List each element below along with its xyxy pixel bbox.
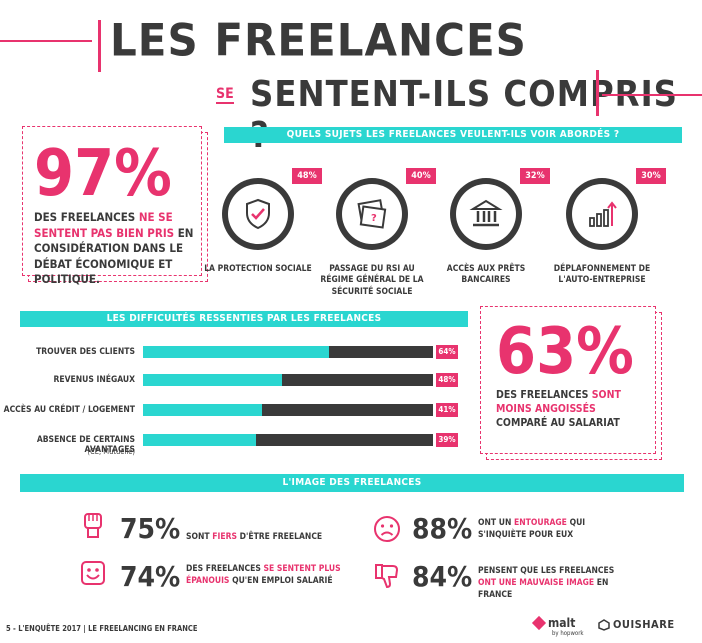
happy-face-icon <box>81 561 105 585</box>
documents-icon: ? <box>342 184 402 244</box>
bar-label-4: ABSENCE DE CERTAINS AVANTAGES <box>36 435 135 455</box>
svg-text:?: ? <box>371 213 377 224</box>
page-title-se: SE <box>216 86 234 104</box>
stat-97-text: DES FREELANCES NE SE SENTENT PAS BIEN PR… <box>34 210 194 287</box>
bank-icon <box>456 184 516 244</box>
bar-label-1: TROUVER DES CLIENTS <box>36 347 135 357</box>
stat-97-value: 97% <box>34 137 172 211</box>
topic-circle-4 <box>566 178 638 250</box>
topic-label-3: ACCÈS AUX PRÊTS BANCAIRES <box>446 264 526 286</box>
bar-label-3: ACCÈS AU CRÉDIT / LOGEMENT <box>3 405 135 415</box>
fist-icon <box>84 513 102 538</box>
topic-label-1: LA PROTECTION SOCIALE <box>204 264 312 274</box>
topics-banner: QUELS SUJETS LES FREELANCES VEULENT-ILS … <box>224 127 682 143</box>
topic-pct-badge-2: 40% <box>406 168 436 184</box>
image-item-3-text: ONT UN ENTOURAGE QUI S'INQUIÈTE POUR EUX <box>478 518 586 540</box>
topic-label-2: PASSAGE DU RSI AU RÉGIME GÉNÉRAL DE LA S… <box>320 264 424 297</box>
image-item-1-text: SONT FIERS D'ÊTRE FREELANCE <box>186 532 323 542</box>
ouishare-logo: OUISHARE <box>598 618 675 631</box>
difficulties-banner: LES DIFFICULTÉS RESSENTIES PAR LES FREEL… <box>20 311 468 327</box>
bar-track-2 <box>143 374 433 386</box>
bar-fill-3 <box>143 404 262 416</box>
image-item-2-text: DES FREELANCES SE SENTENT PLUS ÉPANOUIS … <box>186 564 341 586</box>
worried-face-icon <box>374 516 400 542</box>
stat-63-value: 63% <box>496 315 634 389</box>
page-title-line2: SENTENT-ILS COMPRIS ? <box>250 74 678 156</box>
topic-label-4: DÉPLAFONNEMENT DE L'AUTO-ENTREPRISE <box>553 264 651 286</box>
growth-chart-icon <box>572 184 632 244</box>
bar-value-3: 41% <box>436 403 458 417</box>
ouishare-logo-text: OUISHARE <box>613 618 675 631</box>
bar-value-1: 64% <box>436 345 458 359</box>
footer-text: 5 - L'ENQUÊTE 2017 | LE FREELANCING EN F… <box>6 624 198 633</box>
image-item-1-pct: 75% <box>120 512 181 545</box>
stat-63-box-front <box>480 306 656 454</box>
stat-97-box-shadow <box>22 126 202 276</box>
malt-logo-mark-icon <box>531 615 547 631</box>
bar-fill-1 <box>143 346 329 358</box>
bar-track-1 <box>143 346 433 358</box>
title-rule-right <box>602 94 702 96</box>
malt-logo-text: malt <box>548 616 576 630</box>
bar-sublabel-4: (CE, Mutuelle) <box>87 447 135 456</box>
topic-pct-badge-3: 32% <box>520 168 550 184</box>
image-item-3-pct: 88% <box>412 512 473 545</box>
title-bracket-right <box>596 70 599 116</box>
ouishare-logo-mark-icon <box>598 618 610 631</box>
topic-circle-3 <box>450 178 522 250</box>
malt-logo-sub: by hopwork <box>552 630 584 637</box>
title-bracket <box>98 20 101 72</box>
image-banner: L'IMAGE DES FREELANCES <box>20 474 684 492</box>
topic-circle-2: ? <box>336 178 408 250</box>
bar-fill-2 <box>143 374 283 386</box>
bar-value-2: 48% <box>436 373 458 387</box>
image-item-4-pct: 84% <box>412 560 473 593</box>
topic-pct-badge-1: 48% <box>292 168 322 184</box>
malt-logo: malt <box>531 615 576 631</box>
image-item-2-pct: 74% <box>120 560 181 593</box>
image-item-4-text: PENSENT QUE LES FREELANCES ONT UNE MAUVA… <box>478 566 615 600</box>
bar-label-2: REVENUS INÉGAUX <box>53 375 135 385</box>
bar-fill-4 <box>143 434 257 446</box>
bar-value-4: 39% <box>436 433 458 447</box>
thumbs-down-icon <box>375 564 399 589</box>
shield-check-icon <box>228 184 288 244</box>
stat-63-text: DES FREELANCES SONT MOINS ANGOISSÉS COMP… <box>496 389 621 430</box>
bar-track-4 <box>143 434 433 446</box>
topic-circle-1 <box>222 178 294 250</box>
page-title-line1: LES FREELANCES <box>110 14 527 67</box>
topic-pct-badge-4: 30% <box>636 168 666 184</box>
title-rule-left <box>0 40 92 42</box>
bar-track-3 <box>143 404 433 416</box>
